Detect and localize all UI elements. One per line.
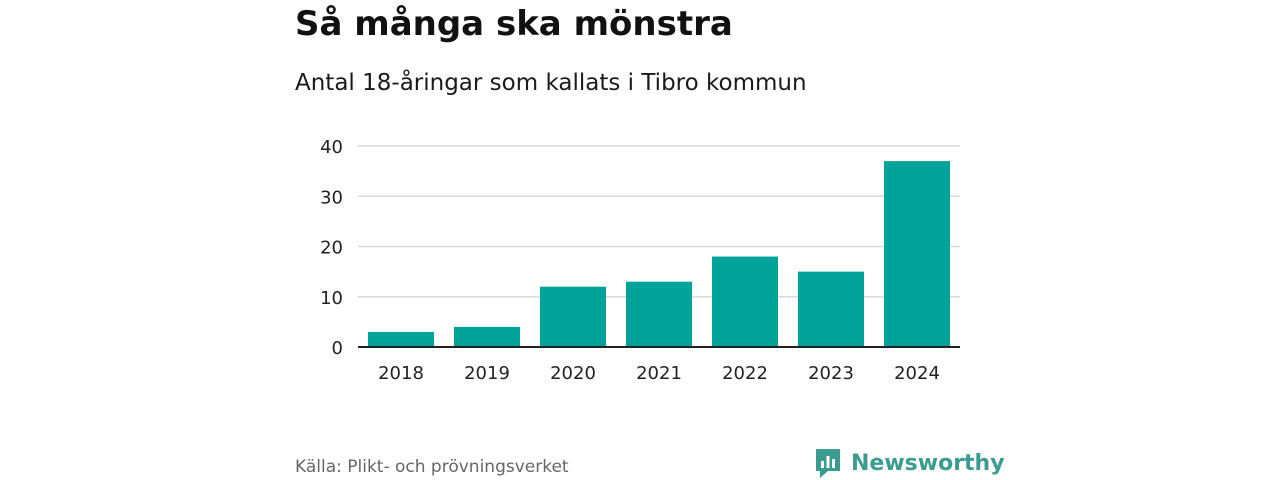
bars [368, 161, 950, 347]
x-tick-label: 2023 [808, 363, 854, 384]
bar-2021 [626, 281, 692, 347]
x-tick-label: 2022 [722, 363, 768, 384]
source-note: Källa: Plikt- och prövningsverket [295, 457, 569, 477]
x-tick-label: 2019 [464, 363, 510, 384]
bar-2024 [884, 161, 950, 347]
grid-lines [358, 145, 960, 298]
x-tick-label: 2018 [378, 363, 424, 384]
y-tick-label: 20 [320, 238, 343, 259]
brand-name: Newsworthy [851, 450, 1005, 476]
bar-2022 [712, 256, 778, 347]
y-tick-label: 30 [320, 187, 343, 208]
bar-chart: 0 10 20 30 40 2018 2019 2020 2021 2022 2023 2024 [320, 137, 960, 384]
bar-2019 [454, 326, 520, 347]
y-tick-label: 0 [332, 338, 343, 359]
x-tick-label: 2024 [894, 363, 940, 384]
chart-title: Så många ska mönstra [295, 4, 733, 44]
x-axis-ticks: 2018 2019 2020 2021 2022 2023 2024 [378, 363, 940, 384]
brand-logo: Newsworthy [814, 446, 1005, 480]
x-tick-label: 2020 [550, 363, 596, 384]
bar-2018 [368, 331, 434, 347]
chart-subtitle: Antal 18-åringar som kallats i Tibro kom… [295, 70, 807, 96]
newsworthy-logo-icon [816, 449, 840, 478]
bar-2023 [798, 271, 864, 347]
y-axis-ticks: 0 10 20 30 40 [320, 137, 343, 359]
y-tick-label: 40 [320, 137, 343, 158]
bar-2020 [540, 286, 606, 347]
y-tick-label: 10 [320, 288, 343, 309]
x-tick-label: 2021 [636, 363, 682, 384]
